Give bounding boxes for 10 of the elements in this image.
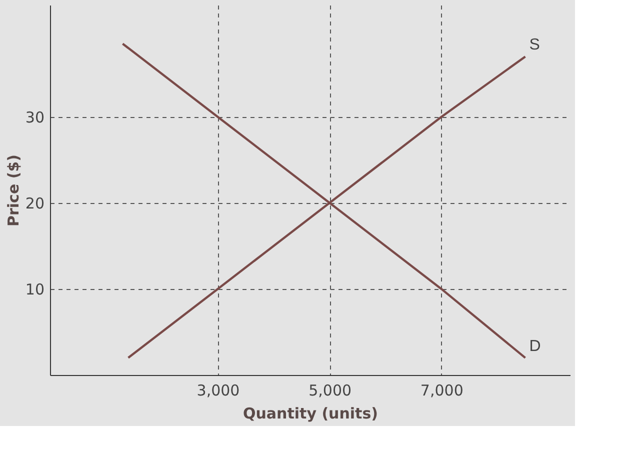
x-axis-title: Quantity (units) (242, 404, 378, 422)
y-tick-label: 10 (25, 280, 44, 298)
x-tick-label: 5,000 (308, 382, 352, 400)
y-tick-label: 30 (25, 108, 44, 126)
x-tick-label: 7,000 (420, 382, 464, 400)
x-tick-label: 3,000 (196, 382, 240, 400)
series-label: S (529, 36, 540, 54)
y-tick-label: 20 (25, 194, 44, 212)
y-axis-title: Price ($) (4, 154, 22, 226)
series-label: D (529, 338, 541, 355)
